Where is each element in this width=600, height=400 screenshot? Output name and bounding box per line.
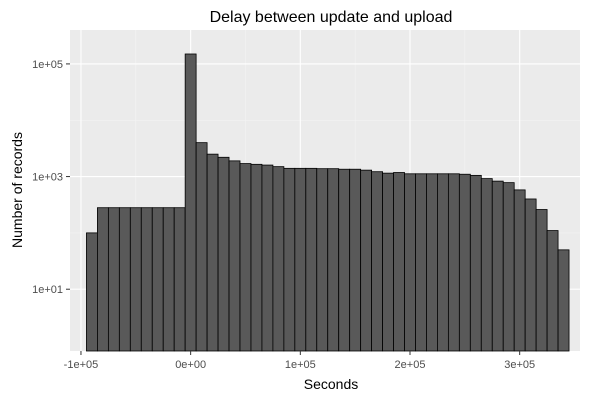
histogram-bar <box>217 156 230 352</box>
chart-title: Delay between update and upload <box>210 9 453 26</box>
histogram-bar <box>371 171 383 352</box>
histogram-bar <box>228 160 241 352</box>
histogram-bar <box>239 163 252 352</box>
histogram-bar <box>426 173 438 352</box>
histogram-bar <box>502 182 515 352</box>
histogram-bar <box>140 207 153 352</box>
histogram-bar <box>173 207 186 352</box>
x-tick-label: 2e+05 <box>395 359 426 371</box>
x-axis-title: Seconds <box>304 376 358 392</box>
histogram-bar <box>206 153 219 352</box>
histogram-bar <box>338 168 351 352</box>
histogram-bar <box>382 172 394 352</box>
histogram-bar <box>97 207 109 352</box>
histogram-bar <box>535 209 548 352</box>
histogram-bar <box>447 173 460 352</box>
y-tick-label: 1e+05 <box>32 59 63 71</box>
histogram-bars <box>86 53 570 352</box>
histogram-bar <box>327 168 340 352</box>
histogram-bar <box>129 207 142 352</box>
histogram-bar <box>546 230 559 352</box>
histogram-bar <box>393 172 405 352</box>
histogram-bar <box>557 249 570 352</box>
y-axis-title: Number of records <box>9 132 25 248</box>
x-tick-label: 0e+00 <box>175 359 206 371</box>
histogram-bar <box>437 173 449 352</box>
x-tick-label: 3e+05 <box>504 359 535 371</box>
histogram-bar <box>118 207 131 352</box>
y-tick-label: 1e+03 <box>32 172 63 184</box>
histogram-bar <box>272 166 285 352</box>
histogram-bar <box>107 207 120 352</box>
y-axis: 1e+01 1e+03 1e+05 <box>32 59 70 296</box>
histogram-bar <box>404 173 416 352</box>
histogram-bar <box>195 142 208 352</box>
histogram-bar <box>513 189 526 352</box>
histogram-bar <box>349 168 362 352</box>
histogram-bar <box>261 164 274 352</box>
histogram-bar <box>305 167 318 352</box>
histogram-bar <box>86 232 98 352</box>
histogram-bar <box>283 167 296 352</box>
histogram-bar <box>316 168 329 352</box>
histogram-bar <box>360 169 373 352</box>
histogram-bar <box>524 198 537 352</box>
histogram-bar <box>458 173 471 352</box>
histogram-bar <box>480 178 493 352</box>
x-tick-label: 1e+05 <box>285 359 316 371</box>
histogram-bar <box>469 174 482 352</box>
histogram-bar <box>184 53 197 352</box>
x-tick-label: -1e+05 <box>64 359 99 371</box>
y-tick-label: 1e+01 <box>32 284 63 296</box>
histogram-bar <box>162 207 175 352</box>
histogram-bar <box>294 167 307 352</box>
x-axis: -1e+05 0e+00 1e+05 2e+05 3e+05 <box>64 351 535 371</box>
histogram-bar <box>151 207 164 352</box>
histogram-bar <box>491 180 504 352</box>
histogram-bar <box>415 173 427 352</box>
histogram-bar <box>250 163 263 352</box>
